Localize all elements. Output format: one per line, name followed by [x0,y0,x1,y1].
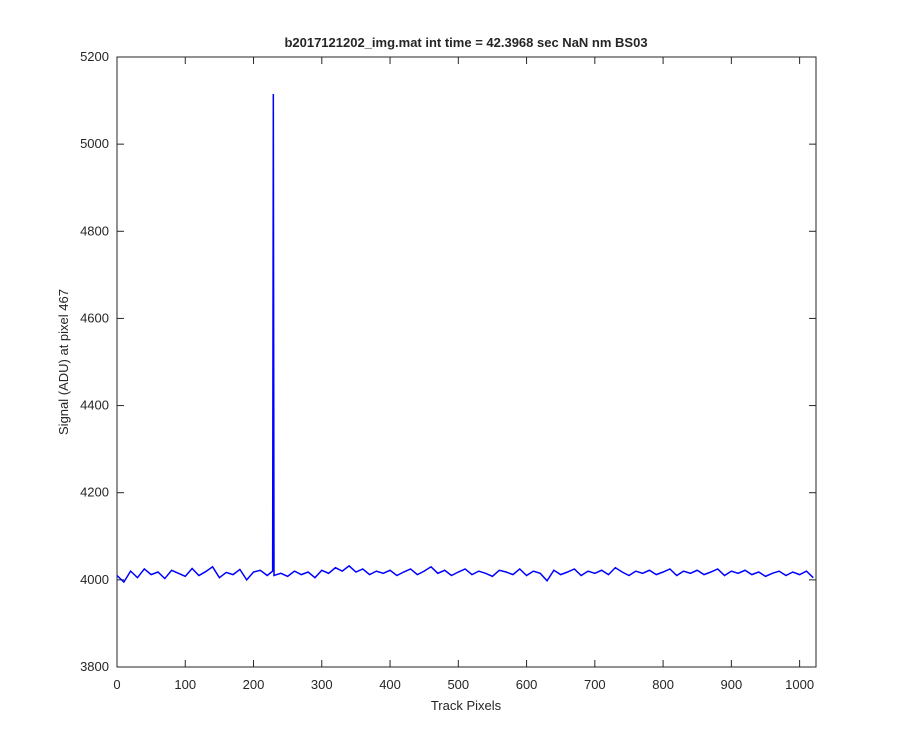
y-axis-label: Signal (ADU) at pixel 467 [56,289,71,435]
y-tick-label: 5200 [80,49,109,64]
x-tick-label: 800 [652,677,674,692]
data-line [116,94,814,584]
x-tick-label: 600 [516,677,538,692]
x-tick-label: 300 [311,677,333,692]
y-tick-label: 3800 [80,659,109,674]
y-tick-label: 4600 [80,310,109,325]
y-tick-label: 4000 [80,572,109,587]
x-tick-label: 900 [721,677,743,692]
x-tick-label: 200 [243,677,265,692]
x-tick-label: 0 [113,677,120,692]
plot-box [116,56,817,668]
chart-title: b2017121202_img.mat int time = 42.3968 s… [284,35,647,50]
y-tick-label: 4200 [80,485,109,500]
x-axis-label: Track Pixels [431,698,502,713]
y-tick-label: 4400 [80,398,109,413]
x-tick-label: 1000 [785,677,814,692]
x-tick-label: 100 [174,677,196,692]
y-tick-label: 4800 [80,223,109,238]
y-tick-label: 5000 [80,136,109,151]
x-tick-label: 500 [447,677,469,692]
x-tick-label: 700 [584,677,606,692]
x-tick-label: 400 [379,677,401,692]
